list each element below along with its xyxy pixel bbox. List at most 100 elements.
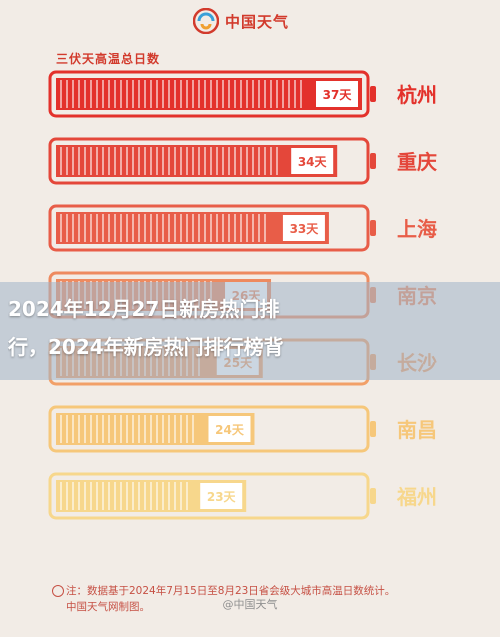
bar-stripe [126, 214, 128, 242]
bar-stripe [222, 214, 224, 242]
bar-stripe [90, 482, 92, 510]
bar-stripe [60, 80, 62, 108]
bar-stripe [204, 80, 206, 108]
bar-stripe [186, 214, 188, 242]
bar-stripe [270, 80, 272, 108]
bar-stripe [144, 415, 146, 443]
bar-stripe [138, 214, 140, 242]
bar-stripe [180, 482, 182, 510]
bar-stripe [102, 147, 104, 175]
bar-stripe [96, 147, 98, 175]
bar-stripe [162, 482, 164, 510]
bar-stripe [270, 147, 272, 175]
bar-stripe [168, 80, 170, 108]
bar-stripe [234, 147, 236, 175]
bar-stripe [102, 482, 104, 510]
bar-stripe [216, 80, 218, 108]
bar-stripe [108, 415, 110, 443]
bar-stripe [180, 80, 182, 108]
bar-stripe [78, 214, 80, 242]
category-label-2: 上海 [397, 217, 437, 241]
bar-stripe [288, 80, 290, 108]
bar-frame-6 [48, 472, 370, 520]
bar-stripe [72, 482, 74, 510]
bar-stripe [162, 80, 164, 108]
bar-stripe [84, 482, 86, 510]
note-icon [52, 585, 64, 597]
value-label-box-1 [291, 148, 334, 174]
bar-stripe [144, 482, 146, 510]
bar-stripe [150, 415, 152, 443]
bar-stripe [156, 80, 158, 108]
bar-stripe [84, 80, 86, 108]
bar-stripe [144, 80, 146, 108]
bar-stripe [258, 147, 260, 175]
bar-stripe [84, 147, 86, 175]
bar-stripe [240, 80, 242, 108]
bar-stripe [198, 214, 200, 242]
bar-stripe [168, 147, 170, 175]
bar-stripe [162, 415, 164, 443]
bar-stripe [264, 80, 266, 108]
value-label-box-2 [282, 215, 325, 241]
bar-stripe [252, 147, 254, 175]
bar-stripe [132, 415, 134, 443]
value-label-box-6 [200, 483, 243, 509]
category-label-0: 杭州 [397, 83, 437, 107]
bar-stripe [198, 80, 200, 108]
bar-stripe [276, 147, 278, 175]
bar-stripe [132, 214, 134, 242]
bar-stripe [72, 214, 74, 242]
bar-stripe [108, 80, 110, 108]
bar-stripe [78, 415, 80, 443]
chart-title: 三伏天高温总日数 [56, 52, 161, 66]
bar-stripe [234, 214, 236, 242]
bar-stripe [168, 482, 170, 510]
bar-stripe [174, 482, 176, 510]
bar-stripe [174, 80, 176, 108]
bar-stripe [60, 415, 62, 443]
bar-stripe [102, 80, 104, 108]
bar-stripe [156, 482, 158, 510]
bar-stripe [120, 214, 122, 242]
bar-stripe [210, 80, 212, 108]
logo-text: 中国天气 [225, 12, 290, 31]
bar-stripe [186, 80, 188, 108]
bar-cap-2 [370, 220, 376, 236]
bar-frame-0 [48, 70, 370, 118]
bar-stripe [60, 214, 62, 242]
bar-stripe [210, 214, 212, 242]
bar-stripe [90, 80, 92, 108]
bar-stripe [186, 147, 188, 175]
bar-stripe [198, 147, 200, 175]
bar-stripe [60, 147, 62, 175]
bar-stripe [90, 147, 92, 175]
bar-stripe [300, 80, 302, 108]
bar-stripe [156, 214, 158, 242]
bar-stripe [222, 80, 224, 108]
bar-stripe [228, 147, 230, 175]
headline-banner [0, 282, 500, 380]
bar-stripe [156, 415, 158, 443]
bar-stripe [66, 214, 68, 242]
category-label-6: 福州 [396, 485, 437, 509]
bar-stripe [84, 415, 86, 443]
category-label-5: 南昌 [397, 418, 437, 442]
bar-stripe [114, 214, 116, 242]
bar-frame-5 [48, 405, 370, 453]
bar-stripe [162, 214, 164, 242]
bar-stripe [132, 482, 134, 510]
value-label-6: 23天 [207, 490, 237, 504]
bar-stripe [144, 214, 146, 242]
bar-stripe [174, 147, 176, 175]
bar-stripe [90, 415, 92, 443]
bar-stripe [126, 482, 128, 510]
bar-stripe [126, 147, 128, 175]
bar-stripe [180, 147, 182, 175]
swirl-logo-icon [193, 8, 219, 34]
bar-stripe [174, 214, 176, 242]
headline-line-2: 行，2024年新房热门排行榜背 [8, 335, 284, 359]
bar-stripe [126, 415, 128, 443]
bar-stripe [60, 482, 62, 510]
bar-stripe [204, 214, 206, 242]
